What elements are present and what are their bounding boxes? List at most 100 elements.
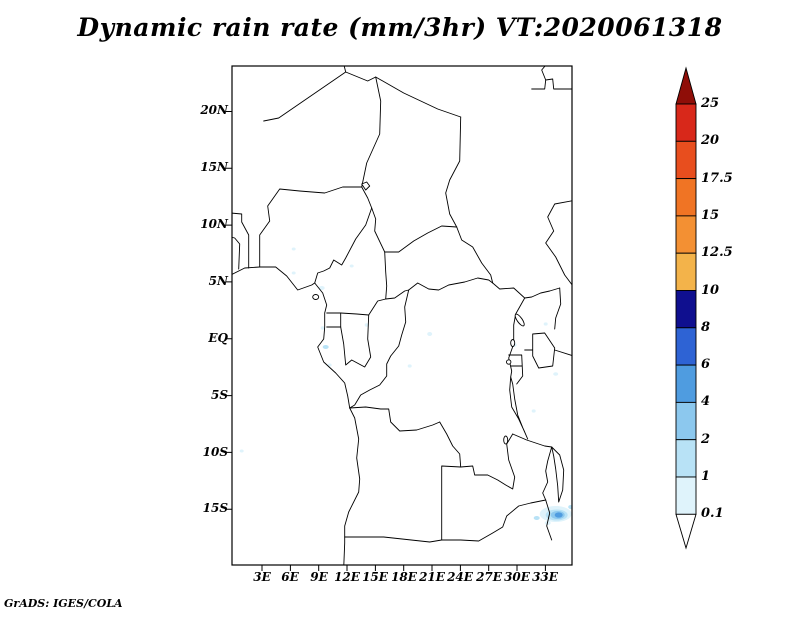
y-axis-label: 5N [208,274,228,288]
border-line [263,66,347,122]
border-line [326,298,387,316]
x-axis-label: 21E [419,570,445,584]
border-line [349,289,410,409]
rain-cell [318,286,325,290]
border-line [545,200,572,286]
bioko-island [312,294,320,300]
border-line [545,499,553,541]
rain-cell [407,364,412,368]
colorbar-label: 20 [701,133,720,148]
border-line [439,421,516,490]
plot-title: Dynamic rain rate (mm/3hr) VT:2020061318 [77,13,723,42]
border-line [344,499,547,543]
y-axis-label: 10S [202,445,228,459]
border-line [232,212,250,269]
x-axis-ticks [261,565,546,571]
border-line [340,314,372,368]
coastline [232,266,361,565]
rain-cell [427,332,433,336]
x-axis-label: 33E [532,570,558,584]
colorbar-label: 2 [701,432,711,447]
y-axis-ticks [226,111,232,510]
y-axis-label: 15N [200,160,228,174]
x-axis-label: 12E [334,570,360,584]
rain-shading [239,247,572,525]
y-axis-label: EQ [208,331,228,345]
border-line [492,282,561,299]
grads-credit: GrADS: IGES/COLA [4,597,123,610]
x-axis-label: 18E [391,570,417,584]
rain-cell [291,247,296,251]
y-axis-label: 5S [210,388,228,402]
colorbar-segment [675,215,697,254]
border-line [349,406,441,432]
border-line [441,465,462,541]
colorbar-segment [675,476,697,515]
rain-cell [553,372,559,376]
rain-cell [533,516,540,520]
rain-cell [543,322,548,326]
x-axis-label: 24E [447,570,473,584]
colorbar-label: 1 [701,469,711,484]
border-line [531,78,572,90]
rain-cell [239,449,244,453]
rain-cell [320,326,325,330]
colorbar-label: 10 [701,283,720,298]
lakes [361,181,565,503]
border-line [232,236,241,270]
border-line [542,446,553,501]
colorbar-label: 15 [701,208,720,223]
map-content [232,66,572,565]
colorbar-segment [675,327,697,366]
x-axis-label: 6E [281,570,299,584]
border-line [384,251,388,300]
x-axis-label: 30E [504,570,530,584]
y-axis-label: 10N [200,217,228,231]
rain-cell [349,264,354,268]
lake-chad [361,181,371,191]
colorbar-segment [675,140,697,180]
map-clip-group [232,66,572,565]
border-line [524,349,572,356]
lake-malawi [551,446,565,503]
colorbar-label: 12.5 [701,245,733,260]
colorbar-label: 17.5 [701,171,733,186]
colorbar-segment [675,290,697,329]
rain-cell [322,345,329,349]
border-line [361,76,382,188]
y-axis-label: 20N [200,103,228,117]
rain-cell [327,363,332,367]
map-panel [226,65,573,571]
x-axis-label: 27E [476,570,502,584]
colorbar-segment [675,401,697,441]
rain-cell-strong-core [554,512,563,518]
colorbar-segment [675,439,697,478]
country-borders [232,66,572,543]
border-line [385,277,494,300]
lake-tanganyika [509,376,529,440]
lake-victoria [532,332,556,369]
border-line [259,186,363,268]
colorbar-segment [675,252,697,291]
border-line [541,66,547,81]
border-line [326,312,342,328]
colorbar-segment [675,103,697,142]
border-line [508,354,524,385]
colorbar-segment [675,364,697,403]
border-line [445,116,462,228]
colorbar-label: 25 [701,96,720,111]
map-frame [231,65,573,566]
border-line [456,226,494,284]
rain-cell [291,271,296,275]
colorbar-label: 4 [701,394,711,409]
border-line [314,186,373,284]
colorbar-label: 0.1 [701,506,724,521]
lake-kivu [506,359,512,365]
colorbar-bottom-arrow [675,513,697,550]
lake-albert [514,313,525,327]
x-axis-label: 15E [362,570,388,584]
colorbar-label: 6 [701,357,711,372]
colorbar-segment [675,178,697,217]
border-line [345,71,462,118]
